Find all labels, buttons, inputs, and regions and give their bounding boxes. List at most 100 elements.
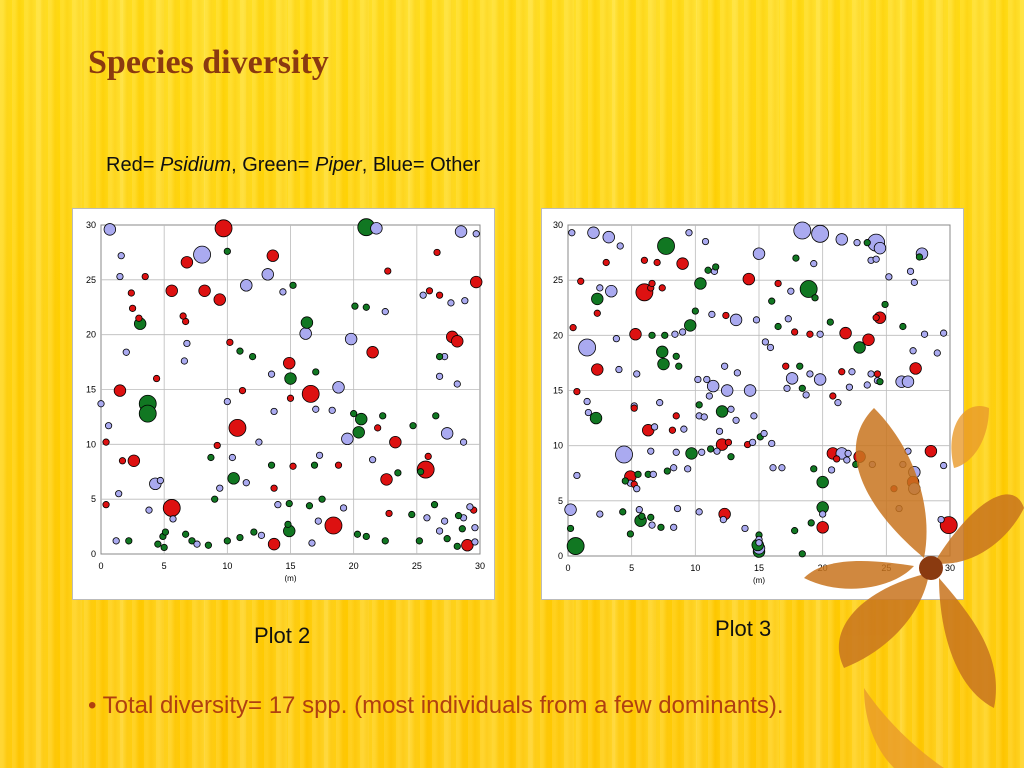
tree-point xyxy=(443,535,451,543)
tree-point xyxy=(193,245,211,264)
tree-point xyxy=(381,308,389,316)
tree-point xyxy=(774,322,782,331)
tree-point xyxy=(657,237,675,255)
tree-point xyxy=(161,528,170,536)
plot-2-label: Plot 2 xyxy=(254,623,311,648)
tree-point xyxy=(213,441,221,450)
tree-point xyxy=(657,357,670,371)
tree-point xyxy=(362,532,370,541)
tree-point xyxy=(183,339,191,348)
tree-point xyxy=(566,524,575,533)
tree-point xyxy=(715,427,724,435)
tree-point xyxy=(940,329,948,337)
legend-green-label: , Green= xyxy=(231,154,316,176)
tree-point xyxy=(122,348,130,356)
tree-point xyxy=(799,280,818,298)
x-tick-label: 5 xyxy=(629,563,634,573)
tree-point xyxy=(920,330,929,338)
legend-red-species: Psidium xyxy=(159,154,232,176)
tree-point xyxy=(839,326,852,340)
tree-point xyxy=(621,477,629,485)
tree-point xyxy=(266,249,280,262)
tree-point xyxy=(784,315,792,323)
y-tick-label: 5 xyxy=(91,494,96,504)
tree-point xyxy=(274,501,282,509)
tree-point xyxy=(785,372,799,385)
tree-point xyxy=(924,444,938,458)
tree-point xyxy=(853,239,861,247)
tree-point xyxy=(657,523,665,531)
tree-point xyxy=(605,284,618,298)
tree-point xyxy=(353,530,362,538)
tree-point xyxy=(454,512,463,520)
tree-point xyxy=(872,314,880,322)
tree-point xyxy=(755,539,763,547)
tree-point xyxy=(705,392,713,400)
tree-point xyxy=(238,386,247,395)
tree-point xyxy=(223,247,231,255)
tree-point xyxy=(742,272,756,286)
tree-point xyxy=(447,299,455,307)
tree-point xyxy=(261,268,274,281)
tree-point xyxy=(811,224,830,243)
tree-point xyxy=(810,465,818,473)
tree-point xyxy=(720,384,734,397)
tree-point xyxy=(182,530,190,538)
tree-point xyxy=(761,338,769,346)
tree-point xyxy=(214,219,233,238)
tree-point xyxy=(668,426,677,434)
tree-point xyxy=(685,229,693,237)
tree-point xyxy=(227,472,240,485)
tree-point xyxy=(833,455,841,463)
tree-point xyxy=(587,226,600,239)
tree-point xyxy=(806,370,814,378)
plot-2-scatter: 0 5 10 15 20 25 30 0 5 10 15 20 25 30 (m) xyxy=(86,218,485,583)
tree-point xyxy=(284,520,292,528)
tree-point xyxy=(394,469,402,477)
tree-point xyxy=(97,400,105,408)
tree-point xyxy=(249,353,257,361)
tree-point xyxy=(257,531,266,539)
tree-point xyxy=(782,362,790,370)
tree-point xyxy=(226,338,234,346)
tree-point xyxy=(591,292,604,306)
tree-point xyxy=(223,397,231,406)
tree-point xyxy=(374,424,382,432)
tree-point xyxy=(793,221,812,240)
tree-point xyxy=(328,406,336,414)
tree-point xyxy=(267,461,276,469)
tree-point xyxy=(743,384,757,397)
tree-point xyxy=(787,287,795,295)
tree-point xyxy=(312,368,320,376)
tree-point xyxy=(127,454,141,467)
tree-point xyxy=(165,284,178,298)
tree-point xyxy=(577,277,585,285)
y-tick-label: 20 xyxy=(553,330,563,340)
tree-point xyxy=(691,307,699,315)
tree-point xyxy=(661,331,669,339)
tree-point xyxy=(768,297,776,305)
tree-point xyxy=(267,370,276,378)
tree-point xyxy=(670,523,678,531)
tree-point xyxy=(633,485,641,493)
tree-point xyxy=(341,432,354,446)
tree-point xyxy=(670,464,678,472)
tree-point xyxy=(826,318,834,326)
tree-point xyxy=(385,509,393,518)
tree-point xyxy=(461,539,474,552)
tree-point xyxy=(250,528,258,536)
tree-point xyxy=(750,412,758,420)
tree-point xyxy=(369,456,377,464)
tree-point xyxy=(626,530,634,538)
x-tick-label: 10 xyxy=(690,563,700,573)
tree-point xyxy=(694,375,702,384)
tree-point xyxy=(792,254,800,262)
y-tick-label: 0 xyxy=(91,549,96,559)
tree-point xyxy=(180,256,194,269)
tree-point xyxy=(680,425,688,433)
tree-point xyxy=(162,499,181,517)
tree-point xyxy=(675,362,683,370)
tree-point xyxy=(573,388,581,396)
tree-point xyxy=(863,381,871,389)
tree-point xyxy=(334,461,343,469)
